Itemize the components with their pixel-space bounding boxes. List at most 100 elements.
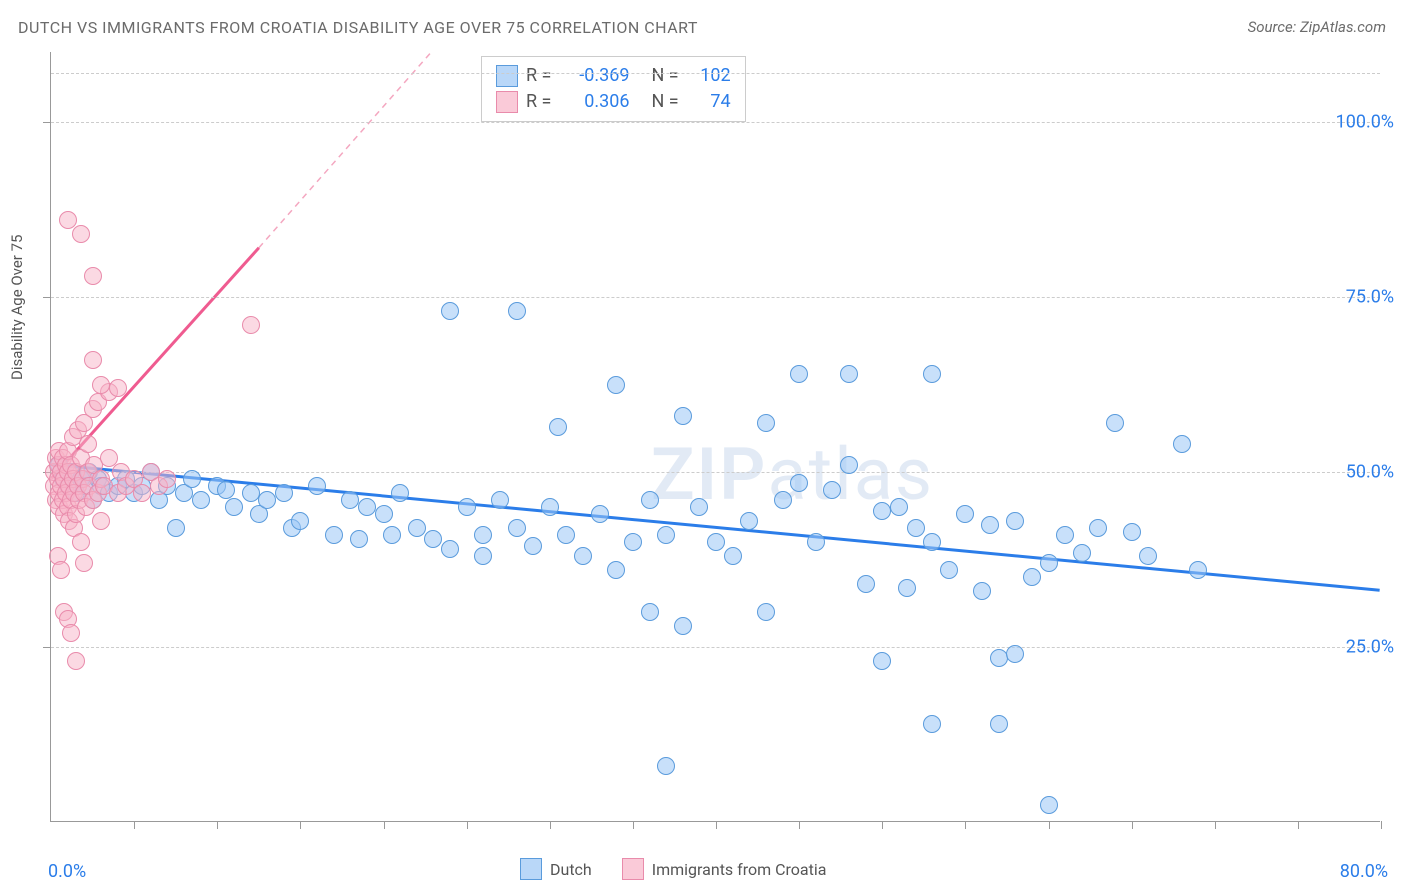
scatter-point: [242, 484, 260, 502]
scatter-point: [981, 516, 999, 534]
scatter-point: [375, 505, 393, 523]
scatter-point: [1056, 526, 1074, 544]
legend-swatch: [496, 91, 518, 113]
scatter-point: [1073, 544, 1091, 562]
x-tick: [467, 821, 468, 829]
gridline-h: [51, 472, 1380, 473]
scatter-point: [624, 533, 642, 551]
scatter-point: [62, 624, 80, 642]
scatter-point: [774, 491, 792, 509]
scatter-point: [192, 491, 210, 509]
chart-title: DUTCH VS IMMIGRANTS FROM CROATIA DISABIL…: [18, 18, 698, 37]
scatter-point: [474, 526, 492, 544]
scatter-point: [757, 603, 775, 621]
scatter-point: [641, 491, 659, 509]
x-axis-min-label: 0.0%: [48, 861, 86, 882]
n-value: 102: [687, 63, 731, 89]
gridline-h: [51, 73, 1380, 74]
scatter-point: [591, 505, 609, 523]
scatter-point: [724, 547, 742, 565]
scatter-point: [990, 649, 1008, 667]
watermark-atlas: atlas: [767, 432, 934, 517]
scatter-point: [1123, 523, 1141, 541]
scatter-point: [291, 512, 309, 530]
r-label: R =: [526, 89, 551, 115]
scatter-point: [441, 302, 459, 320]
scatter-point: [1189, 561, 1207, 579]
y-axis-label: Disability Age Over 75: [8, 235, 26, 380]
scatter-point: [740, 512, 758, 530]
scatter-point: [358, 498, 376, 516]
scatter-point: [225, 498, 243, 516]
scatter-point: [923, 365, 941, 383]
correlation-legend-row: R =0.306N =74: [496, 89, 731, 115]
scatter-point: [167, 519, 185, 537]
scatter-point: [873, 502, 891, 520]
x-tick: [965, 821, 966, 829]
scatter-point: [757, 414, 775, 432]
r-label: R =: [526, 63, 551, 89]
scatter-point: [109, 379, 127, 397]
scatter-point: [790, 365, 808, 383]
x-tick: [1049, 821, 1050, 829]
scatter-point: [72, 225, 90, 243]
scatter-point: [1173, 435, 1191, 453]
scatter-point: [79, 435, 97, 453]
scatter-point: [72, 533, 90, 551]
scatter-point: [508, 302, 526, 320]
x-tick: [1132, 821, 1133, 829]
scatter-point: [657, 526, 675, 544]
legend-swatch: [496, 65, 518, 87]
scatter-point: [549, 418, 567, 436]
y-tick-label: 75.0%: [1346, 287, 1394, 308]
scatter-point: [607, 376, 625, 394]
scatter-point: [491, 491, 509, 509]
source-attribution: Source: ZipAtlas.com: [1248, 18, 1386, 36]
scatter-point: [923, 533, 941, 551]
scatter-point: [541, 498, 559, 516]
series-legend-item: Dutch: [520, 858, 592, 880]
watermark-zip: ZIP: [651, 432, 767, 517]
r-value: 0.306: [559, 89, 629, 115]
scatter-point: [84, 351, 102, 369]
scatter-point: [923, 715, 941, 733]
scatter-point: [1139, 547, 1157, 565]
scatter-point: [557, 526, 575, 544]
y-tick-label: 100.0%: [1336, 112, 1394, 133]
legend-swatch: [520, 858, 542, 880]
scatter-point: [840, 456, 858, 474]
scatter-point: [92, 376, 110, 394]
scatter-point: [973, 582, 991, 600]
scatter-point: [790, 474, 808, 492]
scatter-point: [325, 526, 343, 544]
plot-area: ZIPatlas R =-0.369N =102R =0.306N =74: [50, 52, 1380, 822]
series-legend-label: Dutch: [550, 860, 592, 879]
n-value: 74: [687, 89, 731, 115]
x-tick: [550, 821, 551, 829]
scatter-point: [873, 652, 891, 670]
scatter-point: [52, 561, 70, 579]
scatter-point: [383, 526, 401, 544]
scatter-point: [217, 481, 235, 499]
scatter-point: [674, 407, 692, 425]
scatter-point: [1106, 414, 1124, 432]
y-tick: [43, 297, 51, 298]
scatter-point: [956, 505, 974, 523]
scatter-point: [641, 603, 659, 621]
scatter-point: [1040, 554, 1058, 572]
gridline-h: [51, 122, 1380, 123]
x-tick: [716, 821, 717, 829]
x-tick: [799, 821, 800, 829]
scatter-point: [690, 498, 708, 516]
scatter-point: [350, 530, 368, 548]
scatter-point: [441, 540, 459, 558]
series-legend-label: Immigrants from Croatia: [652, 860, 827, 879]
scatter-point: [308, 477, 326, 495]
scatter-point: [133, 484, 151, 502]
x-tick: [633, 821, 634, 829]
scatter-point: [898, 579, 916, 597]
scatter-point: [424, 530, 442, 548]
scatter-point: [67, 652, 85, 670]
scatter-point: [92, 512, 110, 530]
scatter-point: [890, 498, 908, 516]
